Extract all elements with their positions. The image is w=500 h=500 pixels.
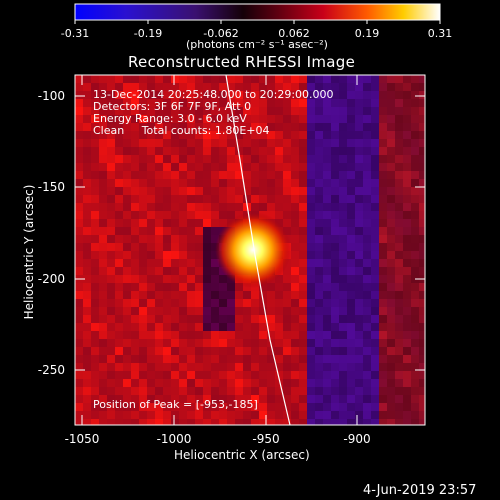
y-tick-label: -200 (37, 272, 65, 286)
colorbar-units: (photons cm⁻² s⁻¹ asec⁻²) (186, 38, 328, 51)
image-panel (75, 75, 425, 425)
solar-limb (225, 75, 291, 425)
colorbar (74, 3, 441, 21)
detectors-text: Detectors: 3F 6F 7F 9F, Att 0 (93, 100, 252, 113)
energy-range-text: Energy Range: 3.0 - 6.0 keV (93, 112, 247, 125)
x-tick-label: -950 (252, 432, 280, 446)
y-axis-label: Heliocentric Y (arcsec) (22, 184, 36, 320)
colorbar-tick-label: -0.31 (60, 27, 90, 40)
colorbar-tick-label: 0.31 (427, 27, 453, 40)
peak-position-text: Position of Peak = [-953,-185] (93, 398, 258, 411)
colorbar-tick-label: -0.19 (133, 27, 163, 40)
colorbar-ticks (74, 20, 441, 24)
clean-counts-text: Clean Total counts: 1.80E+04 (93, 124, 270, 137)
plot-frame (74, 74, 426, 426)
x-tick-label: -900 (343, 432, 371, 446)
plot-title: Reconstructed RHESSI Image (128, 53, 356, 71)
y-tick-label: -100 (37, 89, 65, 103)
x-tick-label: -1050 (64, 432, 100, 446)
y-tick-label: -250 (37, 363, 65, 377)
flare-source (215, 212, 291, 288)
y-tick-label: -150 (37, 180, 65, 194)
axis-ticks (75, 75, 425, 425)
x-tick-label: -1000 (156, 432, 192, 446)
colorbar-tick-label: 0.062 (278, 27, 310, 40)
generated-date: 4-Jun-2019 23:57 (363, 483, 477, 498)
colorbar-tick-label: 0.19 (354, 27, 380, 40)
x-axis-label: Heliocentric X (arcsec) (174, 448, 310, 462)
colorbar-tick-label: -0.062 (203, 27, 239, 40)
time-range-text: 13-Dec-2014 20:25:48.000 to 20:29:00.000 (93, 88, 334, 101)
